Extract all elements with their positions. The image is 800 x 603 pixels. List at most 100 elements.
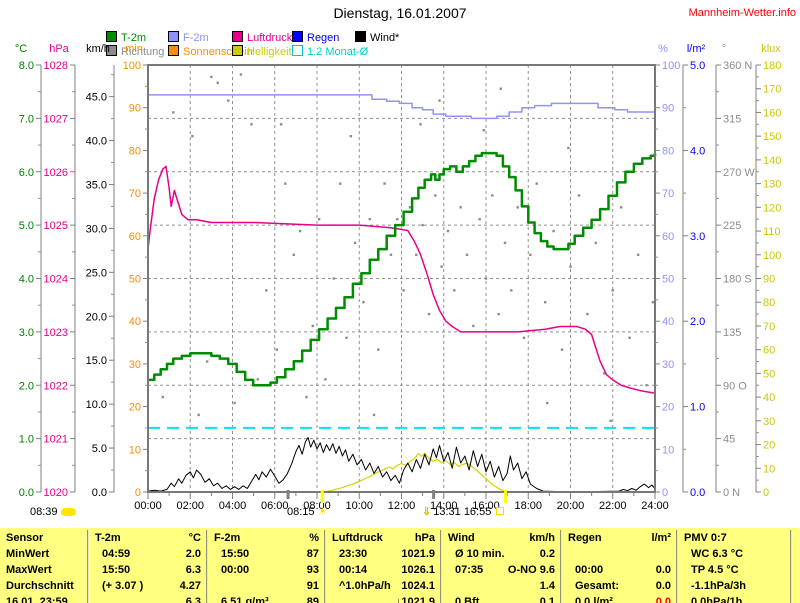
table-cell: 0.0 l/m² 0.0	[560, 594, 676, 603]
table-cell: F-2m%	[206, 530, 324, 546]
sunset-square-icon	[496, 507, 505, 515]
wind-direction-dots	[161, 73, 655, 423]
tick-label: 40	[129, 316, 141, 328]
cell-value: 6.3	[185, 596, 201, 603]
cell-value: 0.0	[655, 580, 671, 592]
cell-time: 15:50	[221, 548, 250, 560]
cell-value: 1026.1	[401, 564, 435, 576]
tick-label: 3.0	[19, 327, 34, 339]
legend-item-wind-: Wind*	[355, 31, 399, 44]
tick-label: 7.0	[19, 113, 34, 125]
legend-label: Luftdruck*	[247, 32, 297, 44]
x-tick-label: 22:00	[599, 500, 627, 512]
tick-label: 180	[763, 60, 781, 72]
cell-time: 00:00	[575, 564, 604, 576]
legend-swatch	[232, 45, 243, 56]
axis-hPa: 1020 1021 1022 1023 1024 1025 1026 1027 1028 hPa	[44, 43, 76, 499]
cell-time: T-2m	[95, 532, 121, 544]
legend-swatch	[232, 31, 243, 42]
table-cell: T-2m °C	[87, 530, 206, 546]
tick-label: 1.0	[690, 402, 705, 414]
table-cell: 0 Bft 0.1	[440, 594, 560, 603]
tick-label: 25.0	[86, 267, 107, 279]
x-tick-label: 02:00	[176, 500, 204, 512]
table-cell: TP 4.5 °C	[676, 562, 790, 578]
tick-label: 90	[763, 274, 775, 286]
legend-label: F-2m	[183, 32, 209, 44]
series-T-2m	[148, 151, 657, 387]
tick-label: 50	[662, 274, 674, 286]
tick-label: 20.0	[86, 311, 107, 323]
axis-min: 0 10 20 30 40 50 60 70 80 90 100 min	[123, 43, 148, 499]
table-row: Durchschnitt (+ 3.07 ) 4.27 91 ^1.0hPa/h 1024…	[0, 578, 800, 594]
daylight-markers	[286, 490, 507, 503]
table-row: 16.01. 23:59 6.3 6.51 g/m³ 89 ↓1021.9 0 Bft 0.…	[0, 594, 800, 603]
tick-label: 1024	[44, 274, 68, 286]
cell-time: PMV 0:7	[684, 532, 727, 544]
series-Wind	[147, 437, 656, 493]
table-cell: PMV 0:7	[676, 530, 790, 546]
x-tick-label: 04:00	[219, 500, 247, 512]
tick-label: 135	[723, 327, 741, 339]
moonrise-marker: 08:39	[30, 506, 76, 518]
page-title: Dienstag, 16.01.2007	[333, 5, 467, 21]
legend-label: Helligkeit	[247, 46, 292, 58]
tick-label: 10.0	[86, 399, 107, 411]
tick-label: 1021	[44, 434, 68, 446]
cell-time: 6.51 g/m³	[221, 596, 269, 603]
x-tick-label: 16:00	[472, 500, 500, 512]
tick-label: 100	[662, 60, 680, 72]
tick-label: 10	[662, 444, 674, 456]
tick-label: 270 W	[723, 167, 755, 179]
cell-time: Regen	[568, 532, 602, 544]
table-cell: 6.3	[87, 594, 206, 603]
tick-label: 130	[763, 179, 781, 191]
tick-label: 30	[763, 416, 775, 428]
axis-title: °	[722, 43, 726, 55]
row-label: MinWert	[6, 548, 50, 560]
tick-label: 60	[662, 231, 674, 243]
tick-label: 1.0	[19, 434, 34, 446]
cell-time: 15:50	[102, 564, 131, 576]
tick-label: 20	[763, 440, 775, 452]
table-cell: 04:59 2.0	[87, 546, 206, 562]
cell-value: 4.27	[179, 580, 201, 592]
legend-item-luftdruck-: Luftdruck*	[232, 31, 297, 44]
legend-item-1-2-monat-: 1.2 Monat-Ø	[292, 45, 368, 58]
x-tick-label: 20:00	[557, 500, 585, 512]
table-cell: ^1.0hPa/h 1024.1	[324, 578, 440, 594]
tick-label: 4.0	[19, 274, 34, 286]
tick-label: 100	[123, 60, 141, 72]
axis-%: 0 10 20 30 40 50 60 70 80 90 100%	[655, 43, 680, 499]
table-cell: -1.1hPa/3h	[676, 578, 790, 594]
tick-label: 40	[662, 316, 674, 328]
axis-title: %	[658, 43, 668, 55]
tick-label: 5.0	[690, 60, 705, 72]
axis-°C: 0.0 1.0 2.0 3.0 4.0 5.0 6.0 7.0 8.0 °C	[15, 43, 42, 499]
legend-item-helligkeit: Helligkeit	[232, 45, 292, 58]
tick-label: 8.0	[19, 60, 34, 72]
legend-swatch	[168, 45, 179, 56]
table-cell: 0.0hPa/1h	[676, 594, 790, 603]
cell-time: WC 6.3 °C	[691, 548, 744, 560]
tick-label: 360 N	[723, 60, 752, 72]
axis-title: °C	[15, 43, 27, 55]
cell-value: 0.0	[655, 564, 671, 576]
table-row: MinWert 04:59 2.0 15:50 87 23:30 1021.9 Ø 10 mi…	[0, 546, 800, 562]
tick-label: 15.0	[86, 355, 107, 367]
series-Helligkeit	[322, 452, 506, 493]
table-cell: 23:30 1021.9	[324, 546, 440, 562]
tick-label: 80	[763, 297, 775, 309]
table-cell: Gesamt: 0.0	[560, 578, 676, 594]
axis-title: min	[125, 43, 143, 55]
x-tick-label: 18:00	[514, 500, 542, 512]
cell-time: 0 Bft	[455, 596, 480, 603]
cell-time: 00:14	[339, 564, 368, 576]
site-link[interactable]: Mannheim-Wetter.info	[688, 7, 796, 19]
tick-label: 1026	[44, 167, 68, 179]
cell-value: km/h	[529, 532, 555, 544]
cell-value: °C	[188, 532, 201, 544]
axis-klux: 0 10 20 30 40 50 60 70 80 90 100 110 120 130 140 150 160…	[755, 43, 781, 499]
cell-time: 04:59	[102, 548, 131, 560]
axis-title: l/m²	[687, 43, 706, 55]
